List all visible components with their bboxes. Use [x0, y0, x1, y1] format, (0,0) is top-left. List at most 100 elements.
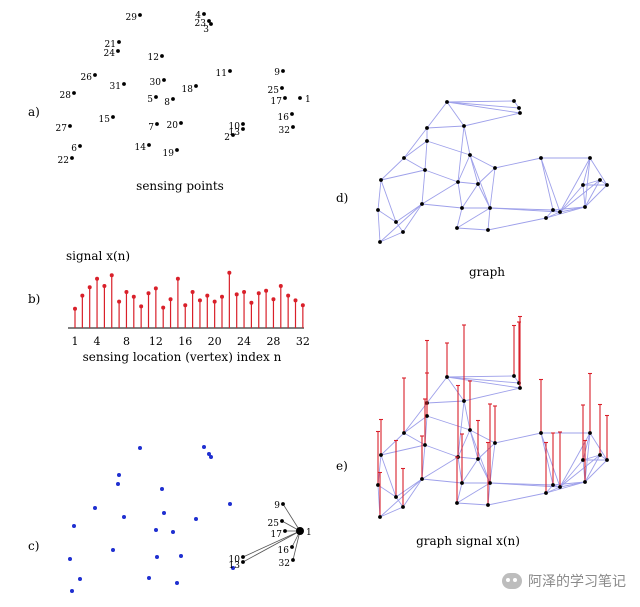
watermark-text: 阿泽的学习笔记 — [528, 574, 626, 590]
neighbor-point-17 — [283, 529, 287, 533]
sensing-point-22 — [70, 156, 74, 160]
graph-edge-64 — [559, 454, 601, 488]
graph-edge-63 — [559, 459, 584, 488]
graph-edge-40 — [377, 484, 397, 498]
graph-vertex-27 — [394, 220, 398, 224]
graph-edge-52 — [377, 209, 381, 243]
signal-marker-27 — [264, 288, 269, 293]
graph-vertex-19 — [598, 453, 602, 457]
graph-edge-25 — [457, 154, 471, 183]
graph-vertex-5 — [425, 126, 429, 130]
graph-vertex-26 — [376, 208, 380, 212]
graph-vertex-21 — [460, 206, 464, 210]
graph-edge-3 — [426, 376, 448, 404]
graph-edge-39 — [380, 454, 397, 498]
graph-vertex-11 — [539, 156, 543, 160]
neighbor-label-13: 13 — [229, 561, 241, 571]
graph-edge-4 — [446, 101, 465, 127]
highlight-vertex-label: 1 — [306, 528, 312, 538]
sensing-point-32 — [291, 125, 295, 129]
graph-edge-29 — [421, 456, 459, 480]
sensing-point-10 — [241, 122, 245, 126]
graph-vertex-23 — [551, 208, 555, 212]
other-point-7 — [155, 555, 159, 559]
graph-vertex-3 — [517, 106, 521, 110]
graph-edge-35 — [584, 432, 591, 483]
graph-vertex-28 — [455, 226, 459, 230]
graph-edge-13 — [380, 157, 405, 181]
sensing-point-label-20: 20 — [167, 121, 179, 131]
graph-vertex-30 — [544, 216, 548, 220]
graph-edge-28 — [477, 167, 496, 185]
signal-marker-31 — [293, 298, 298, 303]
graph-edge-54 — [379, 231, 404, 243]
graph-edge-28 — [477, 442, 496, 460]
sensing-point-label-24: 24 — [104, 49, 116, 59]
graph-edge-46 — [456, 227, 489, 231]
sensing-point-label-7: 7 — [148, 123, 154, 133]
sensing-point-16 — [290, 112, 294, 116]
graph-vertex-1 — [445, 100, 449, 104]
panel-a-caption: sensing points — [136, 179, 224, 193]
graph-edge-10 — [403, 402, 428, 434]
graph-edge-37 — [584, 454, 601, 483]
graph-vertex-32 — [401, 505, 405, 509]
signal-marker-20 — [212, 299, 217, 304]
sensing-point-27 — [68, 124, 72, 128]
graph-edge-34 — [540, 432, 561, 488]
tick-label-8: 8 — [123, 335, 130, 348]
panel-b-signal-label: signal x(n) — [66, 249, 130, 263]
graph-edge-45 — [487, 207, 491, 231]
graph-vertex-2 — [512, 99, 516, 103]
panel-e-graph-signal: e) graph signal x(n) — [336, 315, 609, 548]
sensing-point-7 — [155, 122, 159, 126]
graph-edge-61 — [489, 207, 561, 213]
sensing-point-label-8: 8 — [164, 98, 170, 108]
graph-edge-32 — [489, 167, 496, 209]
signal-marker-30 — [286, 293, 291, 298]
other-point-8 — [171, 530, 175, 534]
panel-d-caption: graph — [469, 265, 505, 279]
graph-edge-65 — [559, 157, 591, 213]
signal-marker-24 — [242, 290, 247, 294]
sensing-point-18 — [194, 84, 198, 88]
graph-vertex-16 — [476, 182, 480, 186]
sensing-point-31 — [122, 82, 126, 86]
graph-edge-39 — [380, 179, 397, 223]
signal-marker-32 — [300, 303, 305, 308]
graph-vertex-12 — [588, 156, 592, 160]
tick-label-24: 24 — [237, 335, 251, 348]
other-point-23 — [207, 452, 211, 456]
graph-vertex-23 — [551, 483, 555, 487]
other-point-19 — [175, 581, 179, 585]
signal-marker-10 — [139, 304, 144, 309]
neighbor-edge-32 — [292, 530, 301, 561]
other-point-21 — [117, 473, 121, 477]
graph-edge-32 — [489, 442, 496, 484]
neighbor-label-17: 17 — [271, 530, 283, 540]
signal-marker-6 — [109, 273, 114, 278]
graph-vertex-31 — [378, 240, 382, 244]
graph-vertex-30 — [544, 491, 548, 495]
signal-marker-5 — [102, 284, 107, 288]
graph-edge-68 — [457, 400, 465, 458]
neighbor-label-16: 16 — [278, 546, 290, 556]
sensing-point-label-28: 28 — [60, 91, 72, 101]
graph-vertex-22 — [488, 206, 492, 210]
graph-vertex-16 — [476, 457, 480, 461]
sensing-point-label-9: 9 — [274, 68, 280, 78]
graph-edge-26 — [469, 429, 479, 460]
graph-edge-2 — [446, 101, 521, 114]
other-point-3 — [209, 455, 213, 459]
graph-vertex-22 — [488, 481, 492, 485]
graph-edge-0 — [446, 100, 515, 103]
graph-edge-55 — [402, 203, 423, 233]
graph-edge-41 — [395, 478, 423, 498]
graph-edge-56 — [379, 203, 423, 243]
sensing-point-label-26: 26 — [81, 73, 93, 83]
tick-label-1: 1 — [72, 335, 79, 348]
graph-edge-34 — [540, 157, 561, 213]
other-point-30 — [162, 511, 166, 515]
